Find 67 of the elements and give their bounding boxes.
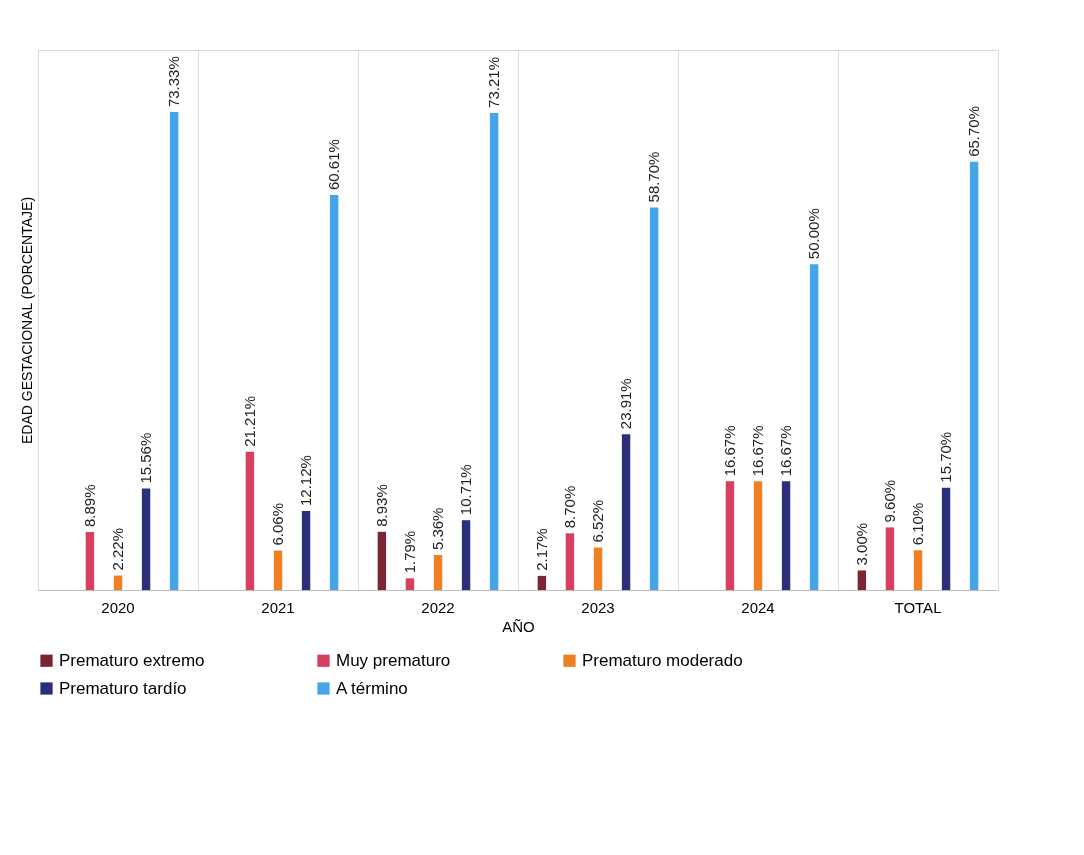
data-label: 21.21% [240, 395, 258, 447]
bar [537, 575, 547, 590]
data-label: 16.67% [720, 425, 738, 477]
legend-label: Prematuro tardío [59, 678, 187, 698]
bar [85, 532, 95, 590]
data-label: 2.17% [532, 528, 550, 571]
data-label: 1.79% [400, 530, 418, 574]
bar [969, 161, 979, 590]
bar [245, 451, 255, 590]
legend-label: Prematuro moderado [582, 650, 743, 670]
x-tick-label: 2022 [421, 598, 455, 616]
data-label: 9.60% [880, 479, 898, 523]
data-label: 8.93% [372, 484, 390, 527]
bar [405, 578, 415, 590]
legend-label: Muy prematuro [336, 650, 451, 670]
bar [433, 555, 443, 590]
data-label: 60.61% [325, 139, 343, 191]
bar [273, 550, 283, 590]
legend-label: A término [336, 678, 408, 698]
data-label: 58.70% [645, 151, 663, 203]
data-label: 6.06% [269, 502, 286, 546]
bar [809, 264, 819, 590]
data-label: 6.52% [589, 499, 606, 543]
x-tick-label: 2020 [101, 598, 135, 616]
bar [329, 195, 339, 590]
bar [461, 520, 471, 590]
data-label: 8.89% [80, 484, 98, 528]
x-tick-label: TOTAL [894, 598, 942, 616]
bar [377, 531, 387, 590]
bar [649, 207, 659, 590]
bar [857, 570, 867, 590]
bar [941, 487, 951, 590]
data-label: 5.36% [429, 507, 446, 551]
bar [113, 575, 123, 590]
bar [593, 547, 603, 590]
bar [781, 481, 791, 590]
data-label: 16.67% [777, 425, 795, 477]
legend-label: Prematuro extremo [59, 650, 205, 670]
bar [301, 511, 311, 590]
bar [169, 112, 179, 590]
data-label: 15.70% [937, 431, 955, 483]
data-label: 12.12% [297, 455, 315, 507]
x-tick-label: 2024 [741, 598, 775, 616]
bar [565, 533, 575, 590]
data-label: 10.71% [457, 464, 475, 516]
data-label: 23.91% [617, 378, 635, 430]
bar [753, 481, 763, 590]
bar [913, 550, 923, 590]
x-tick-label: 2021 [261, 598, 295, 616]
data-label: 50.00% [805, 208, 823, 260]
y-axis-title: EDAD GESTACIONAL (PORCENTAJE) [18, 196, 35, 445]
bar [141, 488, 151, 590]
bar [621, 434, 631, 590]
data-label: 6.10% [909, 502, 926, 546]
bar [725, 481, 735, 590]
bar [489, 112, 499, 590]
data-label: 16.67% [749, 425, 766, 477]
data-label: 15.56% [137, 432, 155, 484]
x-axis-title: AÑO [502, 617, 535, 635]
x-tick-label: 2023 [581, 598, 615, 616]
data-label: 65.70% [965, 105, 983, 157]
data-label: 8.70% [560, 485, 578, 529]
data-label: 73.21% [485, 57, 503, 108]
data-label: 3.00% [852, 522, 870, 566]
data-label: 73.33% [165, 56, 183, 108]
bar [885, 527, 895, 590]
data-label: 2.22% [109, 527, 126, 571]
